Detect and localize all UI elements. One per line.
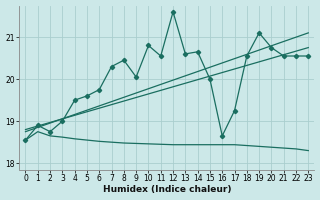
X-axis label: Humidex (Indice chaleur): Humidex (Indice chaleur) — [103, 185, 231, 194]
